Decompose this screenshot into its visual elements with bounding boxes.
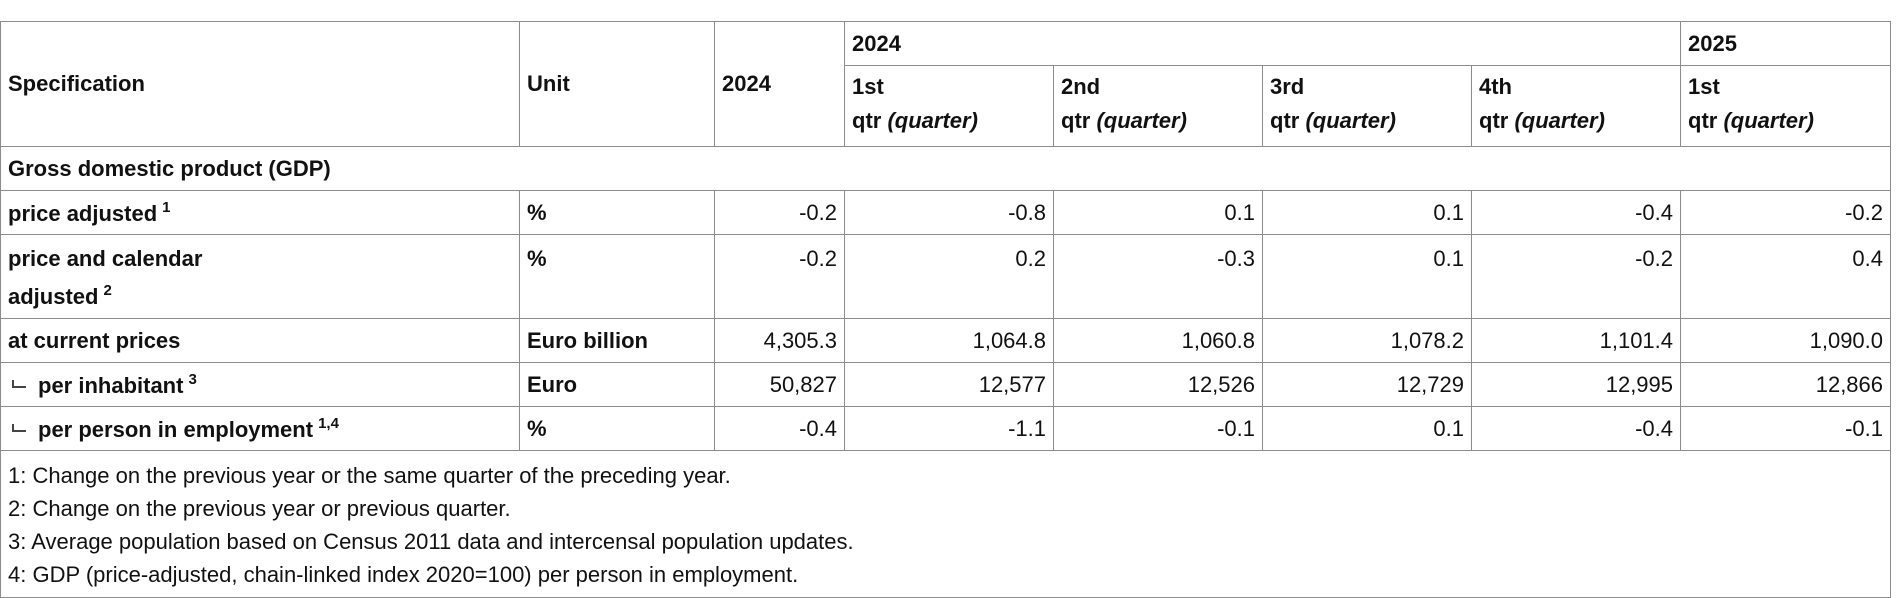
header-row-quarters: 1st qtr (quarter) 2nd qtr (quarter) 3rd qtr… [1, 65, 1892, 147]
cell-value: 1,060.8 [1053, 318, 1263, 363]
row-label-text: adjusted [8, 284, 99, 309]
table-row: at current prices Euro billion 4,305.3 1… [0, 318, 1892, 363]
row-label-text: price adjusted [8, 200, 158, 226]
header-row-top: Specification Unit 2024 2024 2025 [0, 21, 1892, 147]
header-quarter-2-2024: 2nd qtr (quarter) [1053, 65, 1263, 147]
cell-value: -0.4 [1470, 406, 1682, 451]
header-quarter-1-2025: 1st qtr (quarter) [1680, 65, 1892, 147]
cell-value: -0.4 [714, 406, 845, 451]
cell-value: 0.1 [1053, 190, 1263, 235]
row-label: per inhabitant 3 [0, 362, 520, 407]
row-label-text: price and calendar [8, 246, 203, 271]
quarter-ordinal: 1st [1688, 74, 1720, 99]
header-quarter-1-2024: 1st qtr (quarter) [844, 65, 1054, 147]
cell-value: -0.8 [844, 190, 1054, 235]
footnote-4: 4: GDP (price-adjusted, chain-linked ind… [8, 562, 799, 587]
footnote-3: 3: Average population based on Census 20… [8, 529, 854, 554]
table-row: per person in employment 1,4 % -0.4 -1.1 … [0, 406, 1892, 451]
quarter-qtr: qtr [852, 108, 882, 133]
cell-value: 12,577 [844, 362, 1054, 407]
section-row-gdp: Gross domestic product (GDP) [0, 146, 1892, 191]
footnotes-row: 1: Change on the previous year or the sa… [0, 450, 1892, 598]
row-label-text: per person in employment [38, 416, 314, 442]
footnote-ref: 2 [103, 282, 112, 299]
cell-value: -0.1 [1053, 406, 1263, 451]
quarter-note: (quarter) [887, 108, 978, 133]
row-label: price adjusted 1 [0, 190, 520, 235]
quarter-ordinal: 4th [1479, 74, 1512, 99]
row-label: at current prices [0, 318, 520, 363]
header-group-2025: 2025 [1680, 21, 1892, 66]
footnotes: 1: Change on the previous year or the sa… [0, 450, 1892, 598]
quarter-note: (quarter) [1723, 108, 1814, 133]
cell-value: 0.1 [1262, 234, 1472, 319]
cell-value: 1,090.0 [1680, 318, 1892, 363]
row-label: per person in employment 1,4 [0, 406, 520, 451]
cell-value: 0.1 [1262, 406, 1472, 451]
row-label-text: per inhabitant [38, 372, 184, 398]
gdp-table-container: Specification Unit 2024 2024 2025 1st qtr… [0, 21, 1892, 598]
sub-item-icon [12, 380, 26, 389]
cell-value: 1,078.2 [1262, 318, 1472, 363]
quarter-ordinal: 2nd [1061, 74, 1101, 99]
row-unit: % [519, 406, 715, 451]
cell-value: 0.2 [844, 234, 1054, 319]
quarter-ordinal: 3rd [1270, 74, 1305, 99]
cell-value: 12,729 [1262, 362, 1472, 407]
cell-value: -0.2 [1470, 234, 1682, 319]
footnote-2: 2: Change on the previous year or previo… [8, 496, 511, 521]
cell-value: -0.2 [1680, 190, 1892, 235]
header-unit: Unit [519, 21, 715, 147]
sub-item-icon [12, 424, 26, 433]
header-specification: Specification [0, 21, 520, 147]
cell-value: 1,064.8 [844, 318, 1054, 363]
row-unit: % [519, 190, 715, 235]
row-label-text: at current prices [8, 327, 181, 353]
header-quarter-4-2024: 4th qtr (quarter) [1470, 65, 1682, 147]
cell-value: -1.1 [844, 406, 1054, 451]
cell-value: 12,866 [1680, 362, 1892, 407]
quarter-qtr: qtr [1061, 108, 1091, 133]
footnote-ref: 1 [162, 198, 171, 216]
quarter-qtr: qtr [1270, 108, 1300, 133]
quarter-note: (quarter) [1514, 108, 1605, 133]
header-quarter-3-2024: 3rd qtr (quarter) [1262, 65, 1472, 147]
cell-value: 12,995 [1470, 362, 1682, 407]
footnote-ref: 1,4 [318, 414, 339, 432]
cell-value: 4,305.3 [714, 318, 845, 363]
header-annual-2024: 2024 [714, 21, 845, 147]
cell-value: -0.1 [1680, 406, 1892, 451]
cell-value: -0.4 [1470, 190, 1682, 235]
row-label: price and calendar adjusted 2 [0, 234, 520, 319]
cell-value: -0.2 [714, 190, 845, 235]
quarter-note: (quarter) [1096, 108, 1187, 133]
quarter-qtr: qtr [1479, 108, 1509, 133]
cell-value: -0.2 [714, 234, 845, 319]
row-unit: Euro billion [519, 318, 715, 363]
cell-value: 0.1 [1262, 190, 1472, 235]
footnote-ref: 3 [188, 370, 197, 388]
cell-value: 50,827 [714, 362, 845, 407]
header-group-2024: 2024 [843, 21, 1682, 66]
table-row: price adjusted 1 % -0.2 -0.8 0.1 0.1 -0.4… [0, 190, 1892, 235]
cell-value: -0.3 [1053, 234, 1263, 319]
cell-value: 1,101.4 [1470, 318, 1682, 363]
cell-value: 0.4 [1680, 234, 1892, 319]
quarter-qtr: qtr [1688, 108, 1718, 133]
row-unit: Euro [519, 362, 715, 407]
gdp-table: Specification Unit 2024 2024 2025 1st qtr… [0, 21, 1892, 598]
row-unit: % [519, 234, 715, 319]
cell-value: 12,526 [1053, 362, 1263, 407]
footnote-1: 1: Change on the previous year or the sa… [8, 463, 731, 488]
table-row: per inhabitant 3 Euro 50,827 12,577 12,52… [0, 362, 1892, 407]
section-title: Gross domestic product (GDP) [0, 146, 1892, 191]
quarter-ordinal: 1st [852, 74, 884, 99]
quarter-note: (quarter) [1305, 108, 1396, 133]
table-row: price and calendar adjusted 2 % -0.2 0.2 -… [0, 234, 1892, 319]
